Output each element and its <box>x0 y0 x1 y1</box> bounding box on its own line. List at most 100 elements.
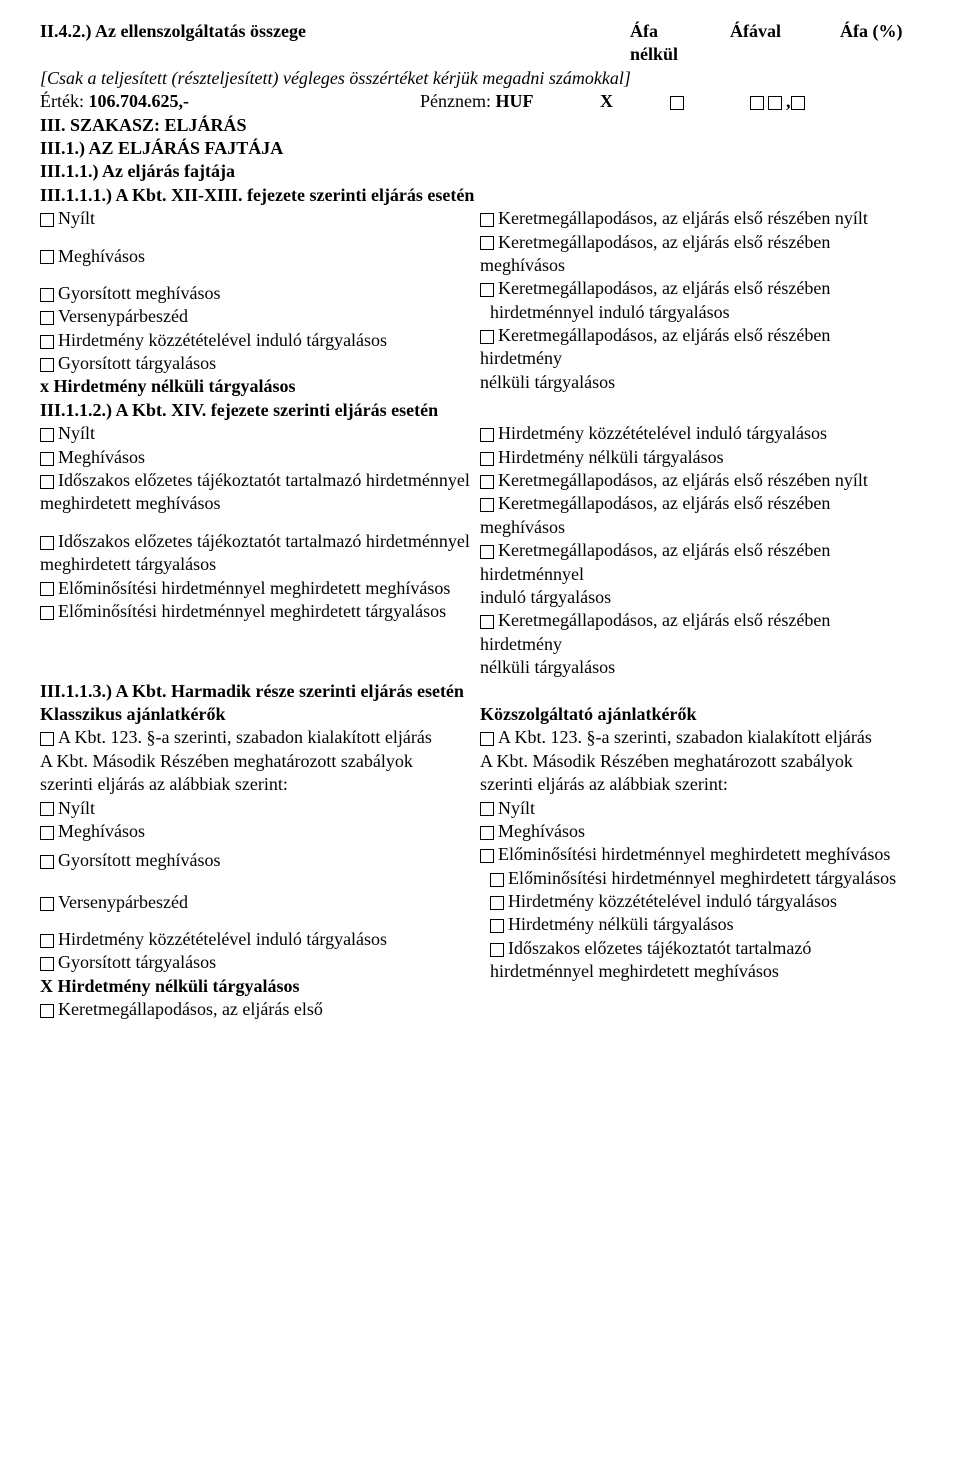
opt-113-l10: Keretmegállapodásos, az eljárás első <box>58 999 323 1019</box>
opt-113-r1: A Kbt. 123. §-a szerinti, szabadon kiala… <box>498 727 872 747</box>
cb-r2[interactable] <box>480 236 494 250</box>
cb-113-l5[interactable] <box>40 855 54 869</box>
cb-r4[interactable] <box>480 330 494 344</box>
opt-meghivasos: Meghívásos <box>58 246 145 266</box>
cb-113-l1[interactable] <box>40 732 54 746</box>
cb-113-r8[interactable] <box>490 919 504 933</box>
cb-113-l6[interactable] <box>40 897 54 911</box>
opt-113-l4: Meghívásos <box>58 821 145 841</box>
sec112-cols: Nyílt Meghívásos Időszakos előzetes tájé… <box>40 422 920 679</box>
sec112-title: III.1.1.2.) A Kbt. XIV. fejezete szerint… <box>40 399 920 422</box>
cb-113-l7[interactable] <box>40 934 54 948</box>
cb-113-r5[interactable] <box>480 849 494 863</box>
opt-112-r2: Hirdetmény nélküli tárgyalásos <box>498 447 724 467</box>
instruction-text: [Csak a teljesített (részteljesített) vé… <box>40 67 920 90</box>
sec113-right-head: Közszolgáltató ajánlatkérők <box>480 703 910 726</box>
sec113-cols: Klasszikus ajánlatkérők A Kbt. 123. §-a … <box>40 703 920 1022</box>
ertek-label: Érték: <box>40 91 84 111</box>
opt-gyorstargy: Gyorsított tárgyalásos <box>58 353 216 373</box>
cb-112-l2[interactable] <box>40 452 54 466</box>
opt-112-l6: meghirdetett tárgyalásos <box>40 553 470 576</box>
opt-112-r7: Keretmegállapodásos, az eljárás első rés… <box>480 610 830 653</box>
cb-113-r4[interactable] <box>480 826 494 840</box>
cb-112-r2[interactable] <box>480 452 494 466</box>
opt-112-l7: Előminősítési hirdetménnyel meghirdetett… <box>58 578 450 598</box>
ertek-value: 106.704.625,- <box>88 91 189 111</box>
opt-113-l6: Versenypárbeszéd <box>58 892 188 912</box>
opt-r2: Keretmegállapodásos, az eljárás első rés… <box>480 232 830 275</box>
col-afa-nelkul: Áfa nélkül <box>630 20 700 67</box>
cb-hirdkozz[interactable] <box>40 335 54 349</box>
opt-112-l1: Nyílt <box>58 423 95 443</box>
opt-112-l8: Előminősítési hirdetménnyel meghirdetett… <box>58 601 446 621</box>
opt-nyilt: Nyílt <box>58 208 95 228</box>
opt-113-r9: Időszakos előzetes tájékoztatót tartalma… <box>490 938 811 981</box>
opt-113-r6: Előminősítési hirdetménnyel meghirdetett… <box>508 868 896 888</box>
col-afa-pct: Áfa (%) <box>840 20 920 67</box>
cb-113-l10[interactable] <box>40 1004 54 1018</box>
cb-112-l1[interactable] <box>40 428 54 442</box>
section-title: II.4.2.) Az ellenszolgáltatás összege <box>40 21 306 41</box>
cb-113-r7[interactable] <box>490 896 504 910</box>
cb-113-r9[interactable] <box>490 943 504 957</box>
opt-113-l7: Hirdetmény közzétételével induló tárgyal… <box>58 929 387 949</box>
opt-r3b: hirdetménnyel induló tárgyalásos <box>490 301 910 324</box>
cb-112-r3[interactable] <box>480 475 494 489</box>
cb-gyorsmegh[interactable] <box>40 288 54 302</box>
opt-112-r4: Keretmegállapodásos, az eljárás első rés… <box>480 493 830 536</box>
cb-113-l8[interactable] <box>40 957 54 971</box>
cb-112-r1[interactable] <box>480 428 494 442</box>
checkbox-pct1[interactable] <box>750 96 764 110</box>
opt-112-l3: Időszakos előzetes tájékoztatót tartalma… <box>58 470 470 490</box>
penznem-label: Pénznem: <box>420 91 491 111</box>
opt-113-r7: Hirdetmény közzétételével induló tárgyal… <box>508 891 837 911</box>
x-mark: X <box>600 90 670 113</box>
col-afaval: Áfával <box>730 20 810 67</box>
cb-113-l4[interactable] <box>40 826 54 840</box>
cb-meghivasos[interactable] <box>40 250 54 264</box>
cb-112-l7[interactable] <box>40 582 54 596</box>
cb-112-l3[interactable] <box>40 475 54 489</box>
opt-112-r1: Hirdetmény közzétételével induló tárgyal… <box>498 423 827 443</box>
opt-112-l4: meghirdetett meghívásos <box>40 492 470 515</box>
cb-nyilt[interactable] <box>40 213 54 227</box>
checkbox-afaval[interactable] <box>670 96 684 110</box>
cb-112-l5[interactable] <box>40 536 54 550</box>
sec113-left-head: Klasszikus ajánlatkérők <box>40 703 470 726</box>
checkbox-pct2[interactable] <box>768 96 782 110</box>
cb-113-r3[interactable] <box>480 802 494 816</box>
penznem-value: HUF <box>495 91 533 111</box>
opt-112-r6: induló tárgyalásos <box>480 586 910 609</box>
cb-r3[interactable] <box>480 283 494 297</box>
cb-112-r4[interactable] <box>480 498 494 512</box>
cb-112-l8[interactable] <box>40 606 54 620</box>
cb-112-r7[interactable] <box>480 615 494 629</box>
cb-113-l3[interactable] <box>40 802 54 816</box>
checkbox-pct3[interactable] <box>791 96 805 110</box>
opt-r4a: Keretmegállapodásos, az eljárás első rés… <box>480 325 830 368</box>
szakasz-sub111: III.1.1.1.) A Kbt. XII-XIII. fejezete sz… <box>40 184 920 207</box>
cb-113-r6[interactable] <box>490 873 504 887</box>
szakasz-sub11: III.1.1.) Az eljárás fajtája <box>40 160 920 183</box>
sec111-cols: Nyílt Meghívásos Gyorsított meghívásos V… <box>40 207 920 399</box>
value-row: Érték: 106.704.625,- Pénznem: HUF X , <box>40 90 920 113</box>
opt-113-r5: Előminősítési hirdetménnyel meghirdetett… <box>498 844 890 864</box>
opt-113-l1: A Kbt. 123. §-a szerinti, szabadon kiala… <box>58 727 432 747</box>
cb-gyorstargy[interactable] <box>40 358 54 372</box>
cb-verseny[interactable] <box>40 311 54 325</box>
opt-113-l3: Nyílt <box>58 798 95 818</box>
cb-113-r1[interactable] <box>480 732 494 746</box>
opt-r1: Keretmegállapodásos, az eljárás első rés… <box>498 208 868 228</box>
header-row: II.4.2.) Az ellenszolgáltatás összege Áf… <box>40 20 920 67</box>
opt-112-l2: Meghívásos <box>58 447 145 467</box>
cb-112-r5[interactable] <box>480 545 494 559</box>
opt-113-r3: Nyílt <box>498 798 535 818</box>
opt-113-l8: Gyorsított tárgyalásos <box>58 952 216 972</box>
opt-gyorsmegh: Gyorsított meghívásos <box>58 283 221 303</box>
opt-113-r8: Hirdetmény nélküli tárgyalásos <box>508 914 734 934</box>
opt-113-r2: A Kbt. Második Részében meghatározott sz… <box>480 750 910 797</box>
opt-113-l2: A Kbt. Második Részében meghatározott sz… <box>40 750 470 797</box>
opt-r4b: nélküli tárgyalásos <box>480 371 910 394</box>
cb-r1[interactable] <box>480 213 494 227</box>
opt-112-r5: Keretmegállapodásos, az eljárás első rés… <box>480 540 830 583</box>
